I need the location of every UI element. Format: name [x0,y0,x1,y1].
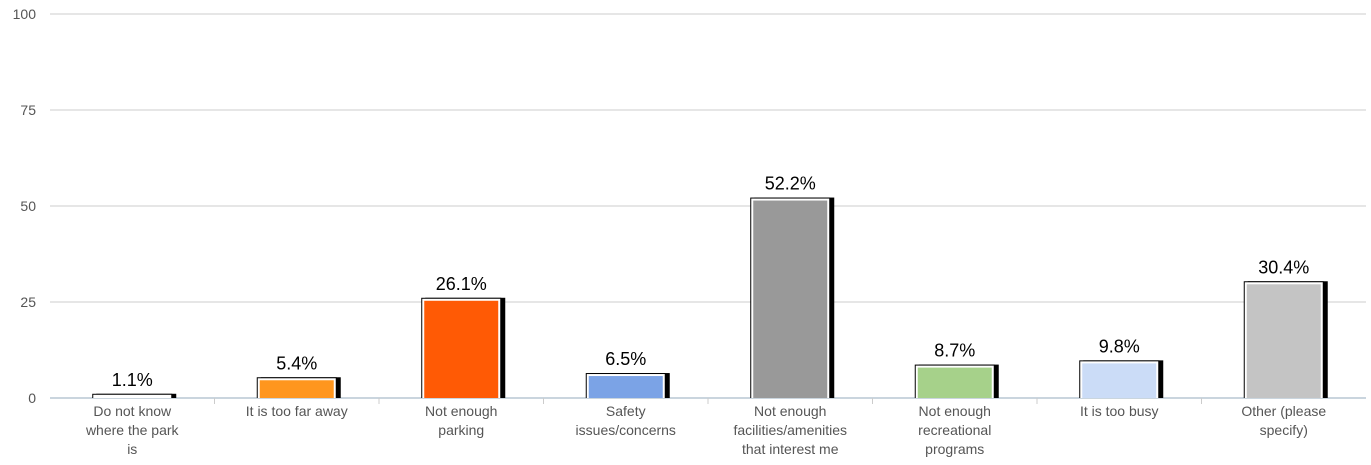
y-tick-label: 75 [20,102,36,118]
x-axis: Do not know where the park is It is too far… [85,398,1326,457]
bar [421,297,506,398]
x-category-label: issues/concerns [576,422,676,438]
bar [914,364,999,398]
x-category-label: Do not know [93,403,172,419]
x-category-label: It is too busy [1080,403,1159,419]
data-label: 1.1% [112,370,153,390]
data-label: 52.2% [765,174,816,194]
bar-border [93,394,172,398]
bar [92,393,177,398]
y-axis: 0 25 50 75 100 [13,6,37,406]
x-category-label: Safety [606,403,646,419]
x-category-label: Other (please [1241,403,1326,419]
bar-fill [259,380,334,398]
bar-fill [95,396,170,398]
data-label: 8.7% [934,341,975,361]
x-category-label: facilities/amenities [733,422,847,438]
x-category-label: Not enough [919,403,991,419]
x-category-label: Not enough [754,403,826,419]
x-category-label: specify) [1260,422,1308,438]
data-label: 9.8% [1099,336,1140,356]
bar [750,197,835,398]
data-label: 6.5% [605,349,646,369]
bar-fill [1246,284,1321,398]
x-category-label: where the park [85,422,180,438]
data-label: 5.4% [276,353,317,373]
bar [1079,360,1164,398]
bar-fill [1082,363,1157,398]
bar-fill [424,300,499,398]
bar [256,377,341,398]
y-tick-label: 100 [13,6,37,22]
data-label: 26.1% [436,274,487,294]
x-category-label: It is too far away [246,403,348,419]
y-tick-label: 0 [28,390,36,406]
x-category-label: Not enough [425,403,497,419]
bar [1243,281,1328,398]
x-category-label: that interest me [742,441,839,457]
x-category-label: programs [925,441,984,457]
x-category-label: is [127,441,137,457]
gridlines [50,13,1366,399]
bar-fill [917,367,992,398]
x-category-label: recreational [918,422,991,438]
data-label: 30.4% [1258,257,1309,277]
x-category-label: parking [438,422,484,438]
y-tick-label: 50 [20,198,36,214]
data-labels: 1.1% 5.4% 26.1% 6.5% 52.2% 8.7% 9.8% 30.4% [112,174,1310,390]
bar [585,373,670,398]
y-tick-label: 25 [20,294,36,310]
bar-fill [588,376,663,398]
bar-fill [753,200,828,398]
bars [92,197,1328,398]
